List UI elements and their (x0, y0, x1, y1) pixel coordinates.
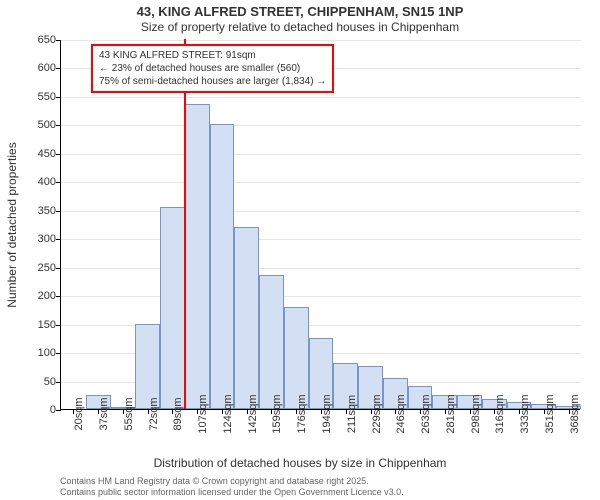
xtick-label: 142sqm (247, 394, 259, 433)
footer-line1: Contains HM Land Registry data © Crown c… (60, 476, 404, 487)
histogram-bar (185, 104, 210, 409)
ytick-mark (56, 353, 61, 354)
annotation-box: 43 KING ALFRED STREET: 91sqm← 23% of det… (91, 44, 334, 93)
xtick-label: 333sqm (519, 394, 531, 433)
footer-attribution: Contains HM Land Registry data © Crown c… (60, 476, 404, 498)
ytick-mark (56, 239, 61, 240)
ytick-mark (56, 211, 61, 212)
ytick-mark (56, 382, 61, 383)
xtick-label: 351sqm (544, 394, 556, 433)
xtick-label: 246sqm (395, 394, 407, 433)
ytick-label: 200 (16, 290, 56, 302)
ytick-mark (56, 268, 61, 269)
ytick-label: 650 (16, 34, 56, 46)
xtick-label: 298sqm (470, 394, 482, 433)
ytick-label: 250 (16, 262, 56, 274)
xtick-label: 281sqm (445, 394, 457, 433)
xtick-label: 89sqm (172, 397, 184, 430)
gridline (61, 40, 581, 41)
ytick-label: 400 (16, 176, 56, 188)
ytick-mark (56, 97, 61, 98)
ytick-label: 100 (16, 347, 56, 359)
xtick-label: 72sqm (148, 397, 160, 430)
ytick-mark (56, 410, 61, 411)
histogram-bar (135, 324, 160, 409)
xtick-label: 229sqm (371, 394, 383, 433)
xtick-label: 176sqm (296, 394, 308, 433)
ytick-label: 300 (16, 233, 56, 245)
footer-line2: Contains public sector information licen… (60, 487, 404, 498)
histogram-bar (210, 124, 235, 409)
ytick-mark (56, 68, 61, 69)
annotation-line3: 75% of semi-detached houses are larger (… (99, 75, 326, 88)
ytick-label: 0 (16, 404, 56, 416)
xtick-label: 20sqm (73, 397, 85, 430)
histogram-bar (259, 275, 284, 409)
annotation-line1: 43 KING ALFRED STREET: 91sqm (99, 49, 326, 62)
xtick-label: 194sqm (321, 394, 333, 433)
ytick-mark (56, 296, 61, 297)
xtick-label: 159sqm (271, 394, 283, 433)
ytick-mark (56, 154, 61, 155)
ytick-label: 500 (16, 119, 56, 131)
chart-container: 43, KING ALFRED STREET, CHIPPENHAM, SN15… (0, 0, 600, 500)
ytick-label: 150 (16, 319, 56, 331)
gridline (61, 239, 581, 240)
xtick-label: 55sqm (123, 397, 135, 430)
gridline (61, 154, 581, 155)
xtick-label: 316sqm (494, 394, 506, 433)
y-axis-label: Number of detached properties (5, 142, 19, 307)
xtick-label: 263sqm (420, 394, 432, 433)
plot-area: 0501001502002503003504004505005506006502… (60, 40, 580, 410)
ytick-mark (56, 125, 61, 126)
annotation-line2: ← 23% of detached houses are smaller (56… (99, 62, 326, 75)
xtick-label: 37sqm (98, 397, 110, 430)
ytick-mark (56, 40, 61, 41)
xtick-label: 107sqm (197, 394, 209, 433)
gridline (61, 97, 581, 98)
histogram-bar (160, 207, 185, 409)
xtick-label: 368sqm (569, 394, 581, 433)
ytick-label: 550 (16, 91, 56, 103)
chart-subtitle: Size of property relative to detached ho… (0, 20, 600, 34)
gridline (61, 125, 581, 126)
ytick-label: 350 (16, 205, 56, 217)
gridline (61, 296, 581, 297)
gridline (61, 211, 581, 212)
gridline (61, 268, 581, 269)
ytick-label: 600 (16, 62, 56, 74)
ytick-label: 450 (16, 148, 56, 160)
gridline (61, 182, 581, 183)
highlight-line (184, 39, 186, 409)
ytick-mark (56, 325, 61, 326)
xtick-label: 124sqm (222, 394, 234, 433)
histogram-bar (234, 227, 259, 409)
x-axis-label: Distribution of detached houses by size … (0, 456, 600, 470)
xtick-label: 211sqm (346, 395, 358, 433)
chart-title: 43, KING ALFRED STREET, CHIPPENHAM, SN15… (0, 4, 600, 19)
ytick-label: 50 (16, 376, 56, 388)
ytick-mark (56, 182, 61, 183)
